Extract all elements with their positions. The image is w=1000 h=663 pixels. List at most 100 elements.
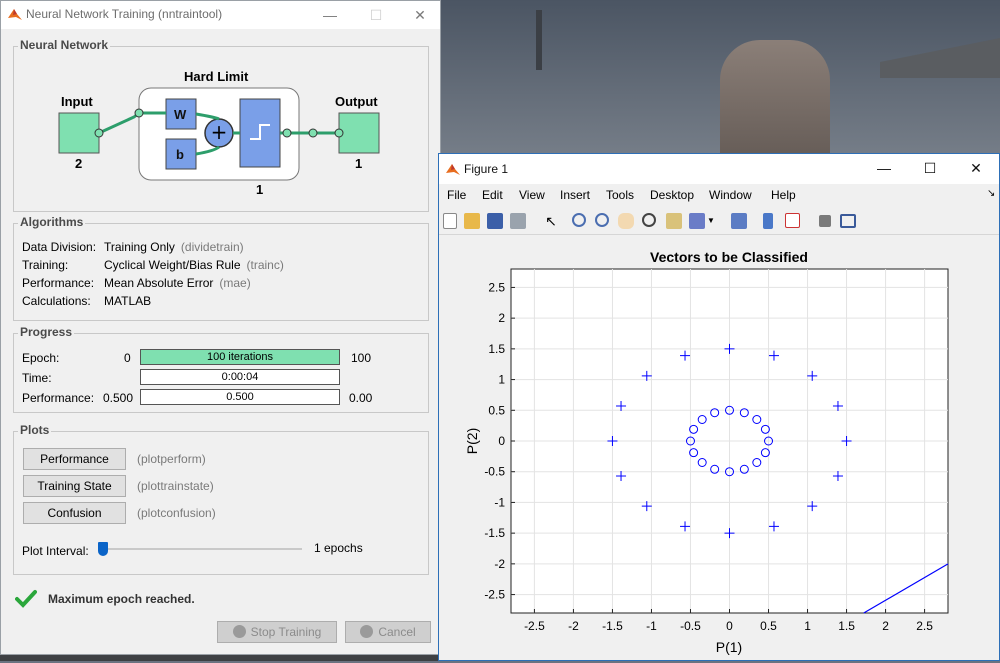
pan-icon[interactable] xyxy=(618,213,634,229)
x-tick-label: 1 xyxy=(804,619,811,633)
figure-title-bar: Figure 1 — ☐ ✕ xyxy=(439,154,999,184)
y-tick-label: 1.5 xyxy=(488,342,505,356)
zoom-out-icon[interactable] xyxy=(595,213,609,227)
performance-field: 0.500 xyxy=(140,389,340,405)
plus-point xyxy=(724,528,735,539)
menu-desktop[interactable]: Desktop xyxy=(650,188,695,202)
algorithms-group: Algorithms Data Division: Training Only (… xyxy=(13,215,429,321)
stop-icon xyxy=(232,625,246,638)
insert-colorbar-icon[interactable] xyxy=(763,213,773,229)
circle-point xyxy=(725,467,734,477)
minimize-button[interactable]: — xyxy=(323,7,337,23)
performance-label: Performance: xyxy=(22,391,95,405)
figure-minimize-button[interactable]: — xyxy=(877,160,891,176)
plot-interval-slider[interactable] xyxy=(98,548,302,550)
circle-point xyxy=(685,436,695,446)
training-state-plot-button[interactable]: Training State xyxy=(23,475,126,497)
plus-point xyxy=(768,350,779,361)
input-label: Input xyxy=(61,94,93,109)
menu-help[interactable]: Help xyxy=(771,188,796,202)
maximize-button: ☐ xyxy=(369,7,383,23)
plottrainstate-fn: (plottrainstate) xyxy=(137,479,214,493)
chart-ticks: -2.5 -2 -1.5 -1 -0.5 0 0.5 1 1.5 2 2.5 2.5 2 1.5 1 0.5 0… xyxy=(484,280,933,633)
group-title-plots: Plots xyxy=(18,423,52,437)
plot-interval-label: Plot Interval: xyxy=(22,544,89,558)
time-field: 0:00:04 xyxy=(140,369,340,385)
performance-text: 0.500 xyxy=(226,391,254,403)
input-size: 2 xyxy=(75,156,83,171)
menu-view[interactable]: View xyxy=(519,188,545,202)
chart-ylabel: P(2) xyxy=(464,428,480,454)
epoch-max: 100 xyxy=(351,351,372,365)
data-cursor-icon[interactable] xyxy=(666,213,682,229)
matlab-icon xyxy=(8,9,22,20)
insert-legend-icon[interactable] xyxy=(785,213,800,228)
y-tick-label: -0.5 xyxy=(484,465,505,479)
figure-close-button[interactable]: ✕ xyxy=(970,160,982,176)
stop-training-button[interactable]: Stop Training xyxy=(217,621,337,643)
stop-training-label: Stop Training xyxy=(250,625,322,639)
show-plot-tools-icon[interactable] xyxy=(840,214,856,228)
edit-plot-icon[interactable]: ↖ xyxy=(545,213,557,229)
y-tick-label: -1 xyxy=(494,495,505,509)
algo-code: (dividetrain) xyxy=(180,240,244,254)
algo-key: Training: xyxy=(22,258,69,272)
figure-title: Figure 1 xyxy=(464,162,509,176)
circle-point xyxy=(710,464,720,474)
x-tick-label: -0.5 xyxy=(680,619,701,633)
plus-point xyxy=(616,471,627,482)
plotconfusion-fn: (plotconfusion) xyxy=(137,506,216,520)
input-block xyxy=(58,112,100,154)
figure-window: Figure 1 — ☐ ✕ File Edit View Insert Too… xyxy=(438,153,1000,661)
menu-file[interactable]: File xyxy=(447,188,467,202)
circle-point xyxy=(697,415,707,424)
circle-point xyxy=(739,408,749,418)
circle-point xyxy=(689,448,699,458)
y-tick-label: 1 xyxy=(498,373,505,387)
performance-plot-button[interactable]: Performance xyxy=(23,448,126,470)
plus-point xyxy=(832,471,843,482)
bias-label: b xyxy=(176,147,184,162)
chart-marks xyxy=(607,343,949,614)
y-tick-label: -2.5 xyxy=(484,588,505,602)
open-file-icon[interactable] xyxy=(464,213,480,229)
print-icon[interactable] xyxy=(510,213,526,229)
zoom-in-icon[interactable] xyxy=(572,213,586,227)
menu-tools[interactable]: Tools xyxy=(606,188,635,202)
epoch-min: 0 xyxy=(124,351,131,365)
x-tick-label: 2 xyxy=(882,619,889,633)
brush-dropdown-icon[interactable]: ▼ xyxy=(707,216,715,225)
algo-value: Training Only xyxy=(104,240,175,254)
link-plot-icon[interactable] xyxy=(731,213,747,229)
y-tick-label: -2 xyxy=(494,557,505,571)
plus-point xyxy=(832,400,843,411)
cancel-button[interactable]: Cancel xyxy=(345,621,431,643)
brush-icon[interactable] xyxy=(689,213,705,229)
performance-min: 0.500 xyxy=(103,391,134,405)
x-tick-label: -1.5 xyxy=(602,619,623,633)
plot-interval-slider-thumb[interactable] xyxy=(98,542,108,556)
confusion-plot-button[interactable]: Confusion xyxy=(23,502,126,524)
menu-insert[interactable]: Insert xyxy=(560,188,591,202)
plotperform-fn: (plotperform) xyxy=(137,452,206,466)
menu-window[interactable]: Window xyxy=(709,188,752,202)
close-button[interactable]: ✕ xyxy=(414,7,426,23)
epoch-progress-text: 100 iterations xyxy=(206,351,274,363)
algo-key: Performance: xyxy=(22,276,95,290)
time-text: 0:00:04 xyxy=(221,371,259,383)
menu-dock-arrow-icon[interactable]: ↘ xyxy=(987,188,996,199)
figure-canvas: -2.5 -2 -1.5 -1 -0.5 0 0.5 1 1.5 2 2.5 2.5 2 1.5 1 0.5 0… xyxy=(439,236,999,660)
output-label: Output xyxy=(335,94,378,109)
circle-point xyxy=(764,436,774,446)
group-title-progress: Progress xyxy=(18,325,75,339)
menu-edit[interactable]: Edit xyxy=(482,188,503,202)
algo-key: Data Division: xyxy=(22,240,97,254)
figure-maximize-button[interactable]: ☐ xyxy=(923,160,937,176)
save-icon[interactable] xyxy=(487,213,503,229)
hide-plot-tools-icon[interactable] xyxy=(819,215,831,227)
plus-point xyxy=(616,400,627,411)
layer-name-label: Hard Limit xyxy=(184,69,249,84)
plus-point xyxy=(768,521,779,532)
new-figure-icon[interactable] xyxy=(443,213,457,229)
rotate-3d-icon[interactable] xyxy=(642,213,656,227)
